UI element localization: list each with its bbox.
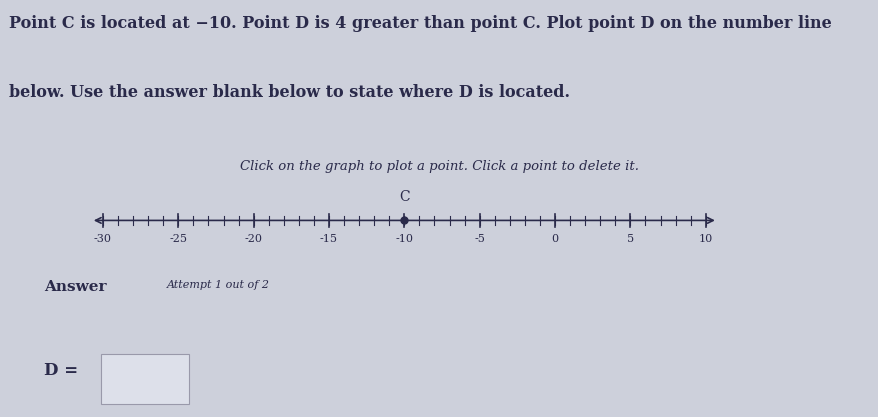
Text: Answer: Answer — [44, 280, 106, 294]
Text: -20: -20 — [244, 234, 263, 244]
FancyBboxPatch shape — [101, 354, 189, 404]
Text: -15: -15 — [320, 234, 338, 244]
Text: -5: -5 — [474, 234, 485, 244]
Text: Attempt 1 out of 2: Attempt 1 out of 2 — [167, 280, 270, 290]
Text: 5: 5 — [626, 234, 633, 244]
Text: -10: -10 — [395, 234, 413, 244]
Text: below. Use the answer blank below to state where D is located.: below. Use the answer blank below to sta… — [9, 84, 569, 101]
Text: 10: 10 — [698, 234, 712, 244]
Text: -30: -30 — [94, 234, 112, 244]
Text: C: C — [399, 190, 409, 204]
Text: Click on the graph to plot a point. Click a point to delete it.: Click on the graph to plot a point. Clic… — [240, 160, 638, 173]
Text: Point C is located at −10. Point D is 4 greater than point C. Plot point D on th: Point C is located at −10. Point D is 4 … — [9, 15, 831, 32]
Text: 0: 0 — [551, 234, 558, 244]
Text: D =: D = — [44, 362, 78, 379]
Text: -25: -25 — [169, 234, 187, 244]
